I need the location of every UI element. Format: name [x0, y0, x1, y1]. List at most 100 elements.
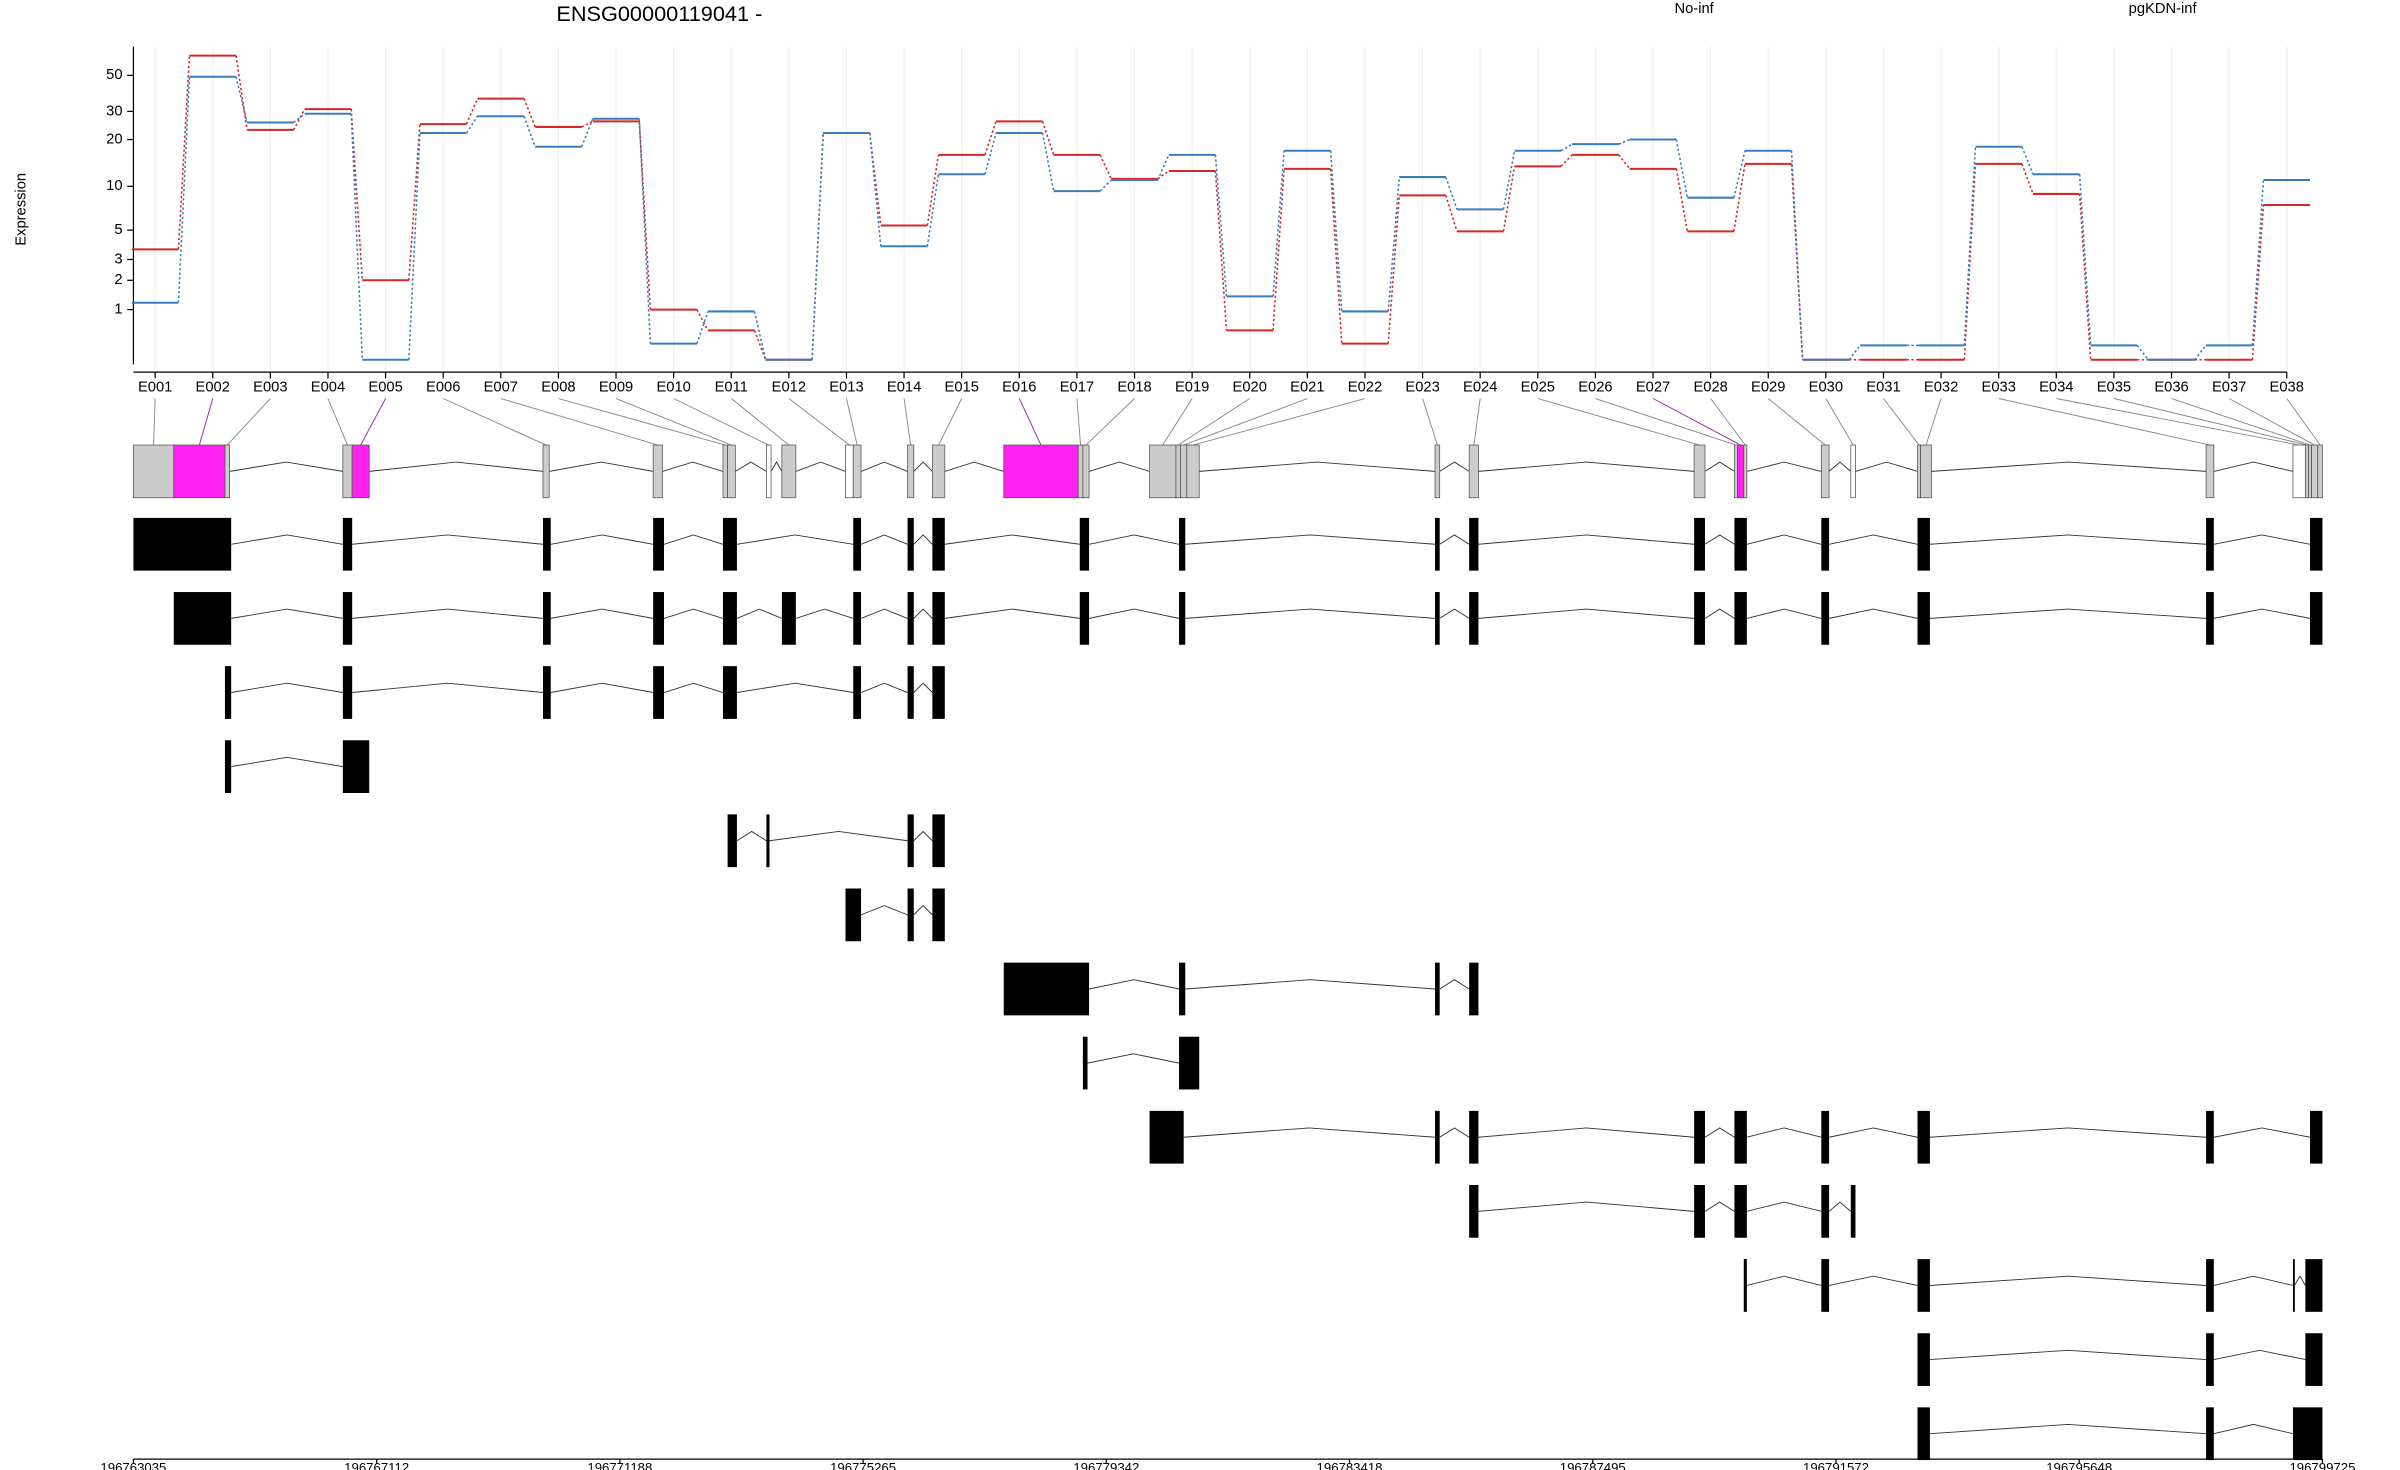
step-connector	[984, 132, 997, 175]
intron	[1828, 1201, 1852, 1212]
step-connector	[1387, 195, 1401, 344]
transcript-exon	[1079, 592, 1090, 645]
bin-connector	[1076, 398, 1082, 446]
bin-connector	[938, 398, 963, 446]
exon-bin	[931, 444, 946, 499]
transcript-exon	[722, 666, 737, 719]
intron	[769, 830, 908, 842]
transcript-exon	[1694, 1110, 1705, 1164]
step-connector	[292, 108, 306, 131]
transcript-exon	[1435, 962, 1440, 1016]
intron	[1931, 461, 2207, 472]
intron	[1185, 534, 1436, 545]
transcript-exon	[1469, 592, 1479, 645]
bin-connector	[198, 398, 214, 446]
x-tick-label: E036	[2154, 380, 2188, 396]
genomic-tick-label: 196791572	[1803, 1460, 1869, 1470]
transcript-exon	[1469, 517, 1479, 571]
intron	[1439, 608, 1470, 619]
intron	[1828, 461, 1852, 472]
x-tick-label: E017	[1060, 380, 1094, 396]
bin-connector	[226, 398, 271, 446]
bin-connector	[2228, 398, 2315, 446]
transcript-exon	[1821, 1184, 1830, 1238]
intron	[736, 534, 854, 545]
transcript-exon	[342, 592, 353, 645]
transcript-exon	[932, 517, 945, 571]
transcript-exon	[653, 666, 664, 719]
step-connector	[1329, 168, 1343, 344]
step-connector	[696, 311, 709, 344]
transcript-exon	[1850, 1184, 1856, 1238]
x-tick-label: E025	[1521, 380, 1555, 396]
transcript-exon	[853, 517, 862, 571]
step-connector	[1963, 146, 1977, 346]
bin-connector	[360, 398, 386, 446]
step-connector	[2251, 204, 2265, 360]
transcript-exon	[1821, 517, 1830, 571]
step-connector	[1099, 179, 1112, 192]
y-tick-label: 10	[106, 178, 122, 194]
exon-bin	[1743, 444, 1748, 499]
bin-connector	[1883, 398, 1920, 446]
x-tick-label: E032	[1924, 380, 1958, 396]
step-connector	[638, 121, 652, 310]
intron	[1088, 534, 1180, 545]
intron	[860, 461, 908, 472]
transcript-exon	[1469, 1184, 1479, 1238]
transcript-exon	[542, 666, 551, 719]
transcript-exon	[1082, 1036, 1088, 1090]
step-connector	[1618, 138, 1631, 145]
intron	[913, 461, 933, 472]
x-tick-label: E005	[368, 380, 402, 396]
transcript-exon	[1469, 962, 1479, 1016]
transcript-exon	[853, 666, 862, 719]
exon-bin	[1737, 444, 1745, 499]
bin-connector	[1825, 398, 1854, 446]
transcript-exon	[653, 517, 664, 571]
transcript-exon	[224, 740, 232, 793]
transcript-exon	[2206, 1333, 2214, 1386]
x-tick-label: E001	[138, 380, 172, 396]
x-tick-label: E035	[2097, 380, 2131, 396]
intron	[1929, 534, 2207, 545]
exon-bin	[2317, 444, 2323, 499]
intron	[736, 830, 767, 842]
bin-connector	[903, 398, 912, 446]
exon-bin	[1850, 444, 1856, 499]
intron	[1185, 979, 1436, 990]
intron	[860, 905, 908, 916]
bin-connector	[1998, 398, 2211, 446]
intron	[2213, 1275, 2294, 1286]
step-connector	[350, 113, 364, 360]
intron	[550, 534, 654, 545]
intron	[662, 461, 724, 472]
intron	[1704, 461, 1735, 472]
exon-bin	[342, 444, 353, 499]
bin-connector	[615, 398, 732, 446]
x-tick-label: E021	[1290, 380, 1324, 396]
exon-bin	[2292, 444, 2306, 499]
intron	[1746, 1275, 1822, 1286]
bin-connector	[673, 398, 769, 446]
transcript-exon	[1179, 962, 1186, 1016]
exon-bin	[2205, 444, 2215, 499]
transcript-exon	[907, 814, 914, 868]
transcript-exon	[1003, 962, 1090, 1016]
transcript-exon	[1917, 592, 1930, 645]
x-tick-label: E037	[2212, 380, 2246, 396]
transcript-exon	[1694, 592, 1705, 645]
intron	[913, 904, 933, 916]
bin-connector	[1178, 398, 1251, 446]
transcript-exon	[1821, 1110, 1830, 1164]
bin-connector	[1162, 398, 1193, 446]
exon-bin	[765, 444, 772, 499]
exon-bin	[2308, 444, 2312, 499]
intron	[352, 682, 544, 693]
transcript-exon	[2292, 1407, 2323, 1461]
transcript-exon	[907, 888, 914, 942]
step-connector	[926, 154, 940, 226]
x-tick-label: E016	[1002, 380, 1036, 396]
exon-bin	[542, 444, 550, 499]
transcript-exon	[1743, 1259, 1747, 1312]
